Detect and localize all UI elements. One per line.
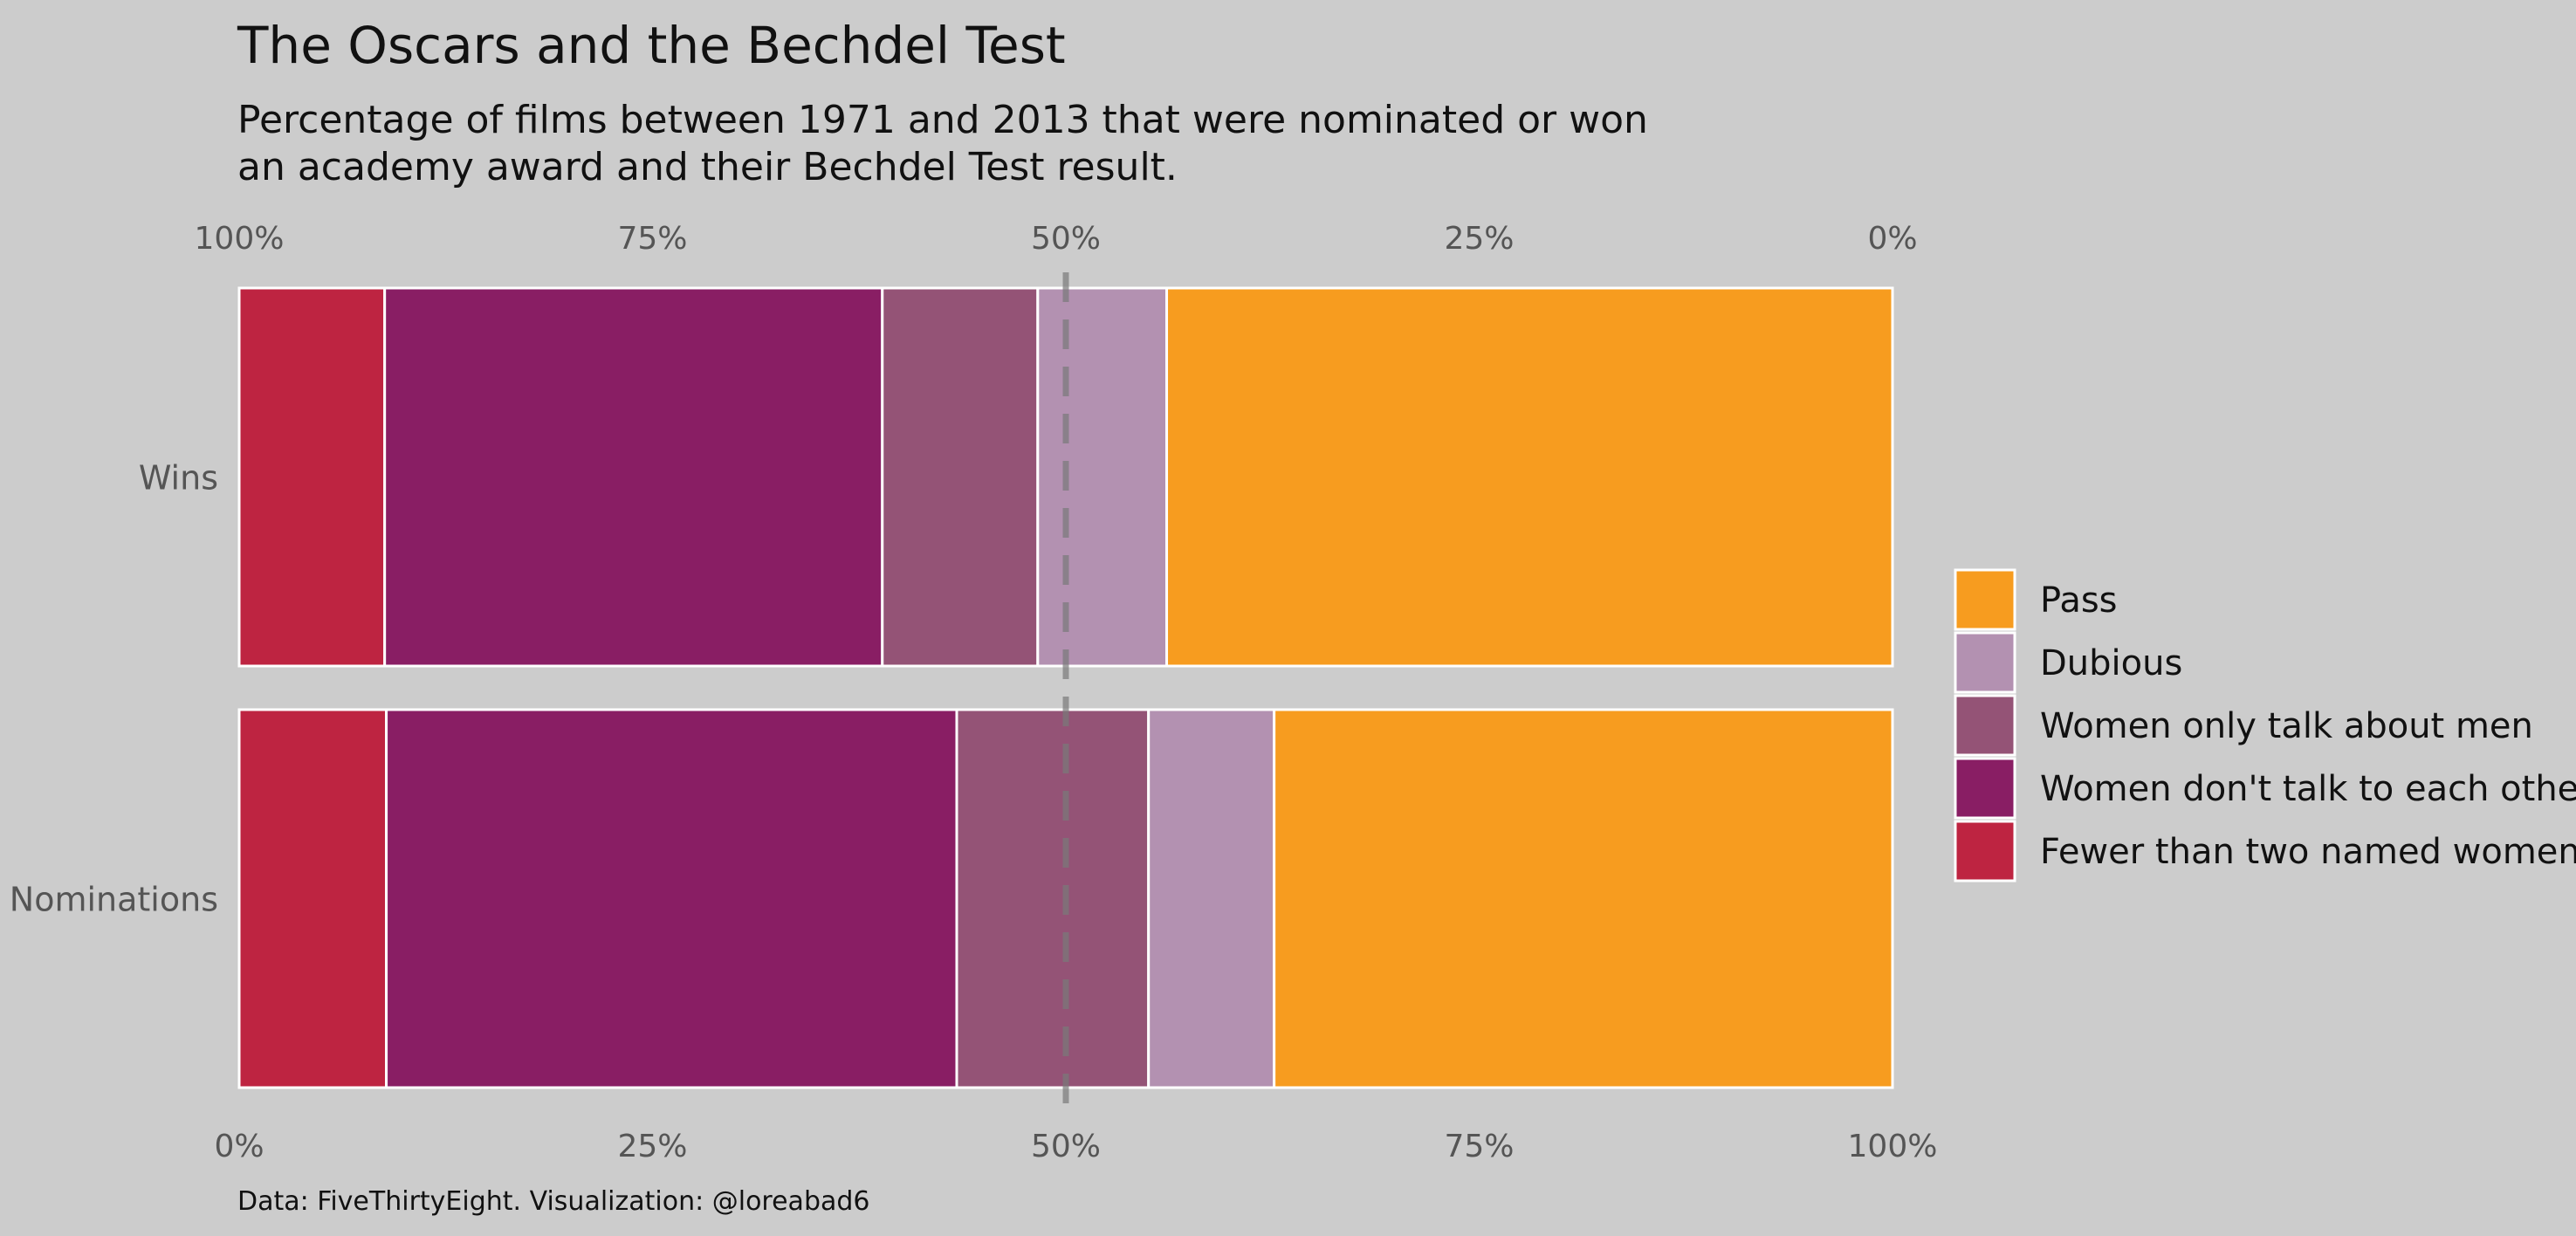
bar-segment-1-3 bbox=[1147, 708, 1276, 1089]
bar-segment-1-1 bbox=[385, 708, 958, 1089]
bar-segment-1-2 bbox=[955, 708, 1151, 1089]
bar-segment-1-0 bbox=[237, 708, 388, 1089]
top-tick-label-2: 50% bbox=[1031, 221, 1101, 257]
bottom-tick-label-2: 50% bbox=[1031, 1129, 1101, 1164]
bars bbox=[237, 286, 1894, 1089]
bar-segment-0-0 bbox=[237, 286, 387, 668]
chart-title: The Oscars and the Bechdel Test bbox=[237, 16, 1066, 75]
bar-segment-0-4 bbox=[1165, 286, 1894, 668]
bar-segment-0-3 bbox=[1036, 286, 1169, 668]
legend-swatch-0 bbox=[1954, 568, 2016, 631]
category-label-0: Wins bbox=[139, 459, 218, 498]
chart-caption: Data: FiveThirtyEight. Visualization: @l… bbox=[237, 1186, 870, 1217]
top-tick-label-3: 25% bbox=[1444, 221, 1514, 257]
legend-swatch-2 bbox=[1954, 694, 2016, 757]
legend-swatch-1 bbox=[1954, 631, 2016, 694]
bar-segment-1-4 bbox=[1273, 708, 1894, 1089]
top-tick-label-4: 0% bbox=[1867, 221, 1917, 257]
top-tick-label-1: 75% bbox=[617, 221, 687, 257]
legend: Pass Dubious Women only talk about men Wome… bbox=[1954, 568, 2576, 882]
legend-label-2: Women only talk about men bbox=[2040, 706, 2533, 746]
legend-swatch-3 bbox=[1954, 757, 2016, 820]
bar-segment-0-1 bbox=[383, 286, 884, 668]
bottom-axis: 0% 25% 50% 75% 100% bbox=[214, 1129, 1937, 1164]
chart-subtitle-line-2: an academy award and their Bechdel Test … bbox=[237, 145, 1178, 189]
legend-swatch-4 bbox=[1954, 820, 2016, 882]
bottom-tick-label-1: 25% bbox=[617, 1129, 687, 1164]
legend-label-1: Dubious bbox=[2040, 643, 2182, 683]
legend-label-4: Fewer than two named women bbox=[2040, 832, 2576, 872]
legend-label-0: Pass bbox=[2040, 580, 2118, 621]
bottom-tick-label-3: 75% bbox=[1444, 1129, 1514, 1164]
category-label-1: Nominations bbox=[10, 881, 218, 919]
top-tick-label-0: 100% bbox=[195, 221, 285, 257]
chart-subtitle-line-1: Percentage of films between 1971 and 201… bbox=[237, 98, 1648, 142]
bottom-tick-label-4: 100% bbox=[1848, 1129, 1938, 1164]
bottom-tick-label-0: 0% bbox=[214, 1129, 264, 1164]
category-axis: Wins Nominations bbox=[10, 459, 218, 919]
top-axis: 100% 75% 50% 25% 0% bbox=[195, 221, 1918, 257]
bar-segment-0-2 bbox=[881, 286, 1040, 668]
legend-label-3: Women don't talk to each other bbox=[2040, 769, 2576, 809]
